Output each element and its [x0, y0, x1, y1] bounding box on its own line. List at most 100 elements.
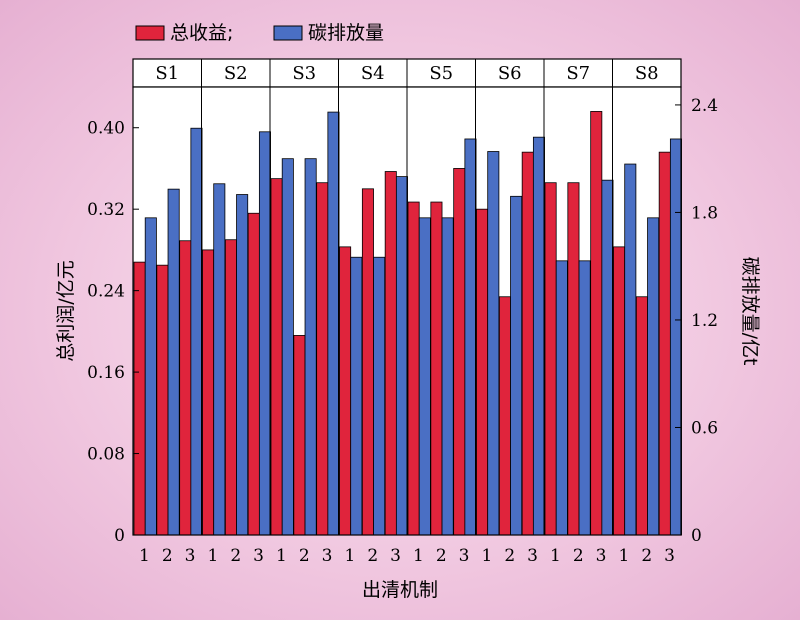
plot-frame — [132, 86, 682, 536]
bar-profit-s3-2 — [293, 335, 306, 536]
bar-profit-s5-3 — [453, 168, 466, 536]
bar-carbon-s5-1 — [418, 217, 431, 536]
group-label-s3: S3 — [292, 63, 316, 84]
bar-carbon-s6-1 — [487, 151, 500, 536]
x-tick-label: 2 — [573, 546, 584, 566]
x-tick-label: 3 — [390, 546, 401, 566]
bar-carbon-s1-3 — [190, 127, 203, 536]
bar-carbon-s2-1 — [213, 183, 226, 536]
bar-carbon-s2-3 — [258, 131, 271, 536]
y-right-axis-title: 碳排放量/亿t — [739, 257, 761, 366]
y-right-tick-label: 1.2 — [691, 311, 718, 331]
bar-carbon-s8-3 — [669, 138, 682, 536]
x-tick-label: 3 — [322, 546, 333, 566]
x-tick-label: 2 — [230, 546, 241, 566]
x-tick-label: 1 — [208, 546, 219, 566]
bar-carbon-s1-1 — [144, 217, 157, 536]
y-right-tick-label: 0 — [691, 526, 702, 546]
bar-profit-s7-2 — [567, 182, 580, 536]
y-left-tick-label: 0.08 — [87, 445, 125, 465]
x-tick-label: 3 — [527, 546, 538, 566]
bar-carbon-s4-1 — [350, 256, 363, 536]
bar-profit-s2-2 — [224, 239, 237, 536]
bar-profit-s3-1 — [270, 178, 283, 536]
group-header: S1 S2 S3 S4 S5 S6 S7 S8 — [132, 58, 682, 88]
x-tick-label: 2 — [162, 546, 173, 566]
group-label-s4: S4 — [361, 63, 385, 84]
x-tick-label: 1 — [550, 546, 561, 566]
group-label-s2: S2 — [224, 63, 248, 84]
bar-carbon-s4-3 — [395, 176, 408, 536]
y-left-axis-title: 总利润/亿元 — [55, 260, 77, 361]
legend-label-1: 总收益; — [170, 22, 233, 44]
x-tick-label: 1 — [276, 546, 287, 566]
y-left-tick-label: 0.32 — [87, 200, 125, 220]
legend-label-2: 碳排放量 — [308, 22, 384, 44]
y-left-tick-label: 0.40 — [87, 119, 125, 139]
group-label-s1: S1 — [155, 63, 179, 84]
y-right-tick-label: 0.6 — [691, 418, 718, 438]
bar-carbon-s8-1 — [624, 163, 637, 536]
x-tick-label: 2 — [504, 546, 515, 566]
bar-profit-s6-3 — [521, 151, 534, 536]
axes: 1 2 3 1 2 3 1 2 3 1 2 3 1 2 3 1 2 3 1 2 3 1 2 300.080.160.240.3… — [55, 86, 761, 601]
bar-carbon-s2-2 — [236, 194, 249, 536]
bar-profit-s7-3 — [590, 111, 603, 536]
x-axis-title: 出清机制 — [362, 579, 438, 601]
x-tick-label: 2 — [436, 546, 447, 566]
group-label-s5: S5 — [429, 63, 453, 84]
legend: 总收益; 碳排放量 — [135, 22, 384, 44]
x-tick-label: 1 — [345, 546, 356, 566]
bar-carbon-s4-2 — [373, 256, 386, 536]
x-tick-label: 1 — [619, 546, 630, 566]
bar-profit-s6-2 — [498, 296, 511, 536]
bar-carbon-s6-2 — [510, 195, 523, 536]
group-label-s7: S7 — [566, 63, 590, 84]
group-label-s8: S8 — [635, 63, 659, 84]
bar-carbon-s7-2 — [578, 260, 591, 536]
x-tick-label: 1 — [413, 546, 424, 566]
bar-profit-s3-3 — [316, 182, 329, 536]
bar-profit-s6-1 — [476, 208, 489, 536]
bar-carbon-s5-3 — [464, 138, 477, 536]
group-label-s6: S6 — [498, 63, 522, 84]
bar-profit-s8-2 — [635, 296, 648, 536]
bar-carbon-s5-2 — [441, 217, 454, 536]
bar-carbon-s3-3 — [327, 111, 340, 536]
y-left-tick-label: 0.24 — [87, 282, 125, 302]
y-left-tick-label: 0.16 — [87, 363, 125, 383]
bar-carbon-s1-2 — [167, 188, 180, 536]
bars — [133, 87, 682, 536]
bar-profit-s1-2 — [156, 264, 169, 536]
bar-carbon-s3-2 — [304, 158, 317, 536]
x-tick-label: 3 — [459, 546, 470, 566]
bar-carbon-s7-3 — [601, 179, 614, 536]
legend-swatch-2 — [273, 25, 303, 41]
bar-carbon-s8-2 — [647, 217, 660, 536]
bar-profit-s8-1 — [613, 246, 626, 536]
bar-profit-s5-2 — [430, 201, 443, 536]
bar-profit-s2-3 — [247, 212, 260, 536]
bar-carbon-s3-1 — [281, 158, 294, 536]
x-tick-label: 3 — [664, 546, 675, 566]
legend-swatch-1 — [135, 25, 165, 41]
y-left-tick-label: 0 — [114, 526, 125, 546]
bar-carbon-s7-1 — [555, 260, 568, 536]
bar-profit-s7-1 — [544, 182, 557, 536]
x-tick-label: 2 — [641, 546, 652, 566]
x-tick-label: 3 — [253, 546, 264, 566]
x-tick-label: 1 — [482, 546, 493, 566]
bar-profit-s4-3 — [384, 171, 397, 536]
y-right-tick-label: 2.4 — [691, 96, 718, 116]
bar-profit-s5-1 — [407, 201, 420, 536]
bar-profit-s1-1 — [133, 261, 146, 536]
y-right-tick-label: 1.8 — [691, 203, 718, 223]
x-tick-label: 1 — [139, 546, 150, 566]
bar-carbon-s6-3 — [532, 136, 545, 536]
bar-profit-s4-1 — [339, 246, 352, 536]
x-tick-label: 2 — [299, 546, 310, 566]
x-tick-label: 2 — [367, 546, 378, 566]
bar-profit-s8-3 — [658, 151, 671, 536]
bar-profit-s2-1 — [202, 249, 215, 536]
